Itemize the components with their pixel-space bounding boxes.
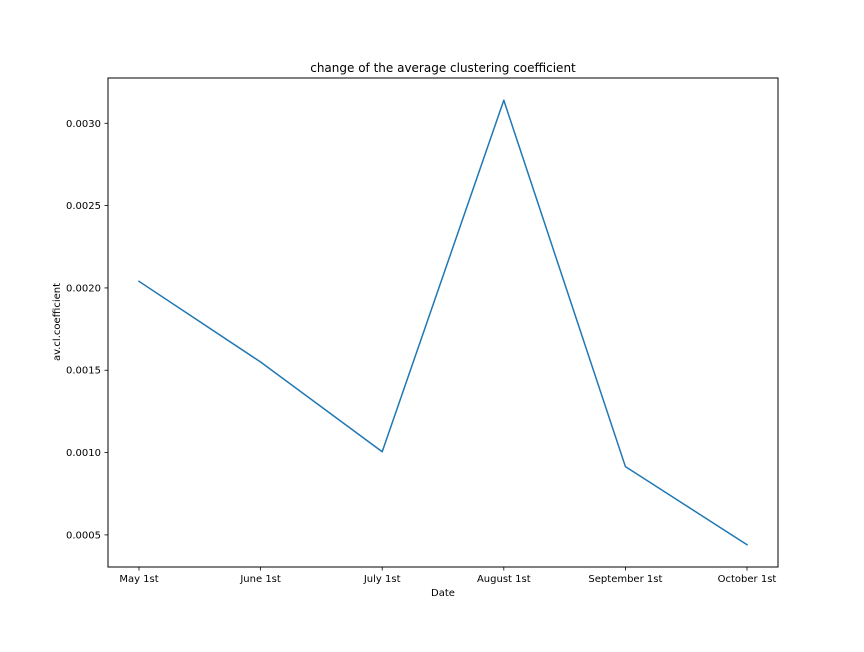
x-tick-label: May 1st bbox=[119, 574, 158, 585]
y-tick-label: 0.0005 bbox=[66, 530, 101, 541]
y-tick-label: 0.0025 bbox=[66, 201, 101, 212]
y-axis-label: av.cl.coefficient bbox=[52, 283, 63, 361]
y-tick-label: 0.0020 bbox=[66, 283, 101, 294]
plot-series bbox=[137, 99, 749, 546]
x-tick-label: October 1st bbox=[718, 574, 777, 585]
x-tick-label: July 1st bbox=[363, 574, 401, 585]
y-axis: 0.0005 0.0010 0.0015 0.0020 0.0025 0.0030 bbox=[66, 119, 108, 541]
y-tick-label: 0.0030 bbox=[66, 119, 101, 130]
x-axis-label: Date bbox=[431, 588, 455, 599]
x-tick-label: August 1st bbox=[477, 574, 531, 585]
x-axis: May 1st June 1st July 1st August 1st Septemb… bbox=[119, 567, 776, 585]
y-tick-label: 0.0010 bbox=[66, 448, 101, 459]
chart-title: change of the average clustering coeffic… bbox=[310, 61, 576, 75]
x-tick-label: September 1st bbox=[588, 574, 662, 585]
x-tick-label: June 1st bbox=[239, 574, 281, 585]
series-line bbox=[137, 99, 749, 546]
plot-frame bbox=[107, 77, 779, 568]
y-tick-label: 0.0015 bbox=[66, 366, 101, 377]
